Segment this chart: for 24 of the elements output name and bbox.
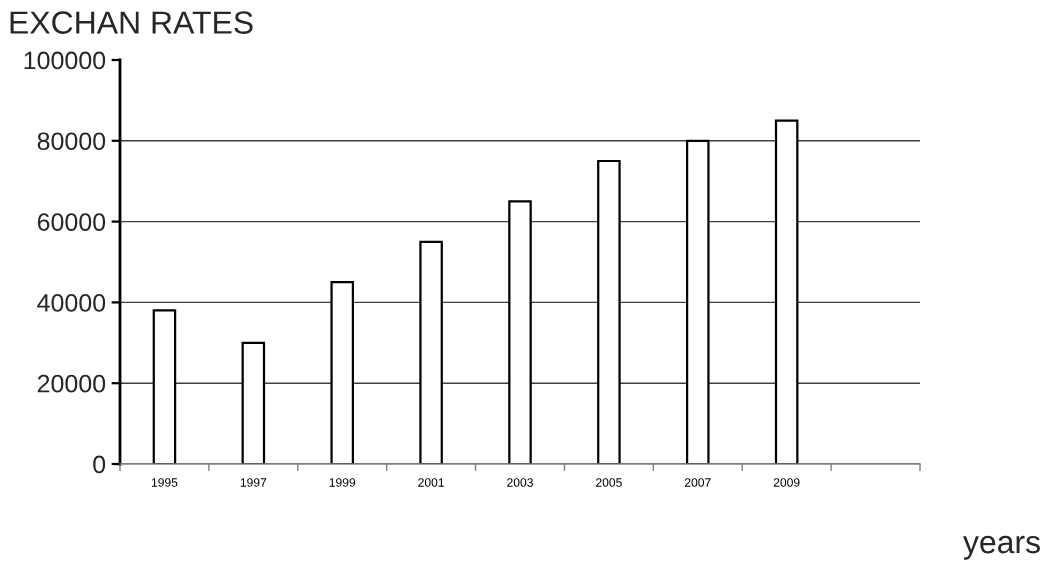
y-tick-label: 20000 (37, 374, 106, 393)
x-axis-title: years (963, 535, 1040, 560)
x-tick-label: 2001 (418, 478, 444, 487)
bar (686, 139, 710, 464)
bar (774, 119, 799, 464)
y-tick-label: 60000 (37, 213, 106, 231)
x-tick-label: 1995 (151, 478, 178, 487)
bar (597, 159, 621, 464)
y-tick-label: 40000 (37, 294, 106, 312)
y-tick-label: 0 (93, 455, 106, 474)
x-tick-label: 2005 (596, 478, 622, 487)
bar (508, 200, 532, 464)
bar (330, 281, 354, 464)
x-tick-label: 2009 (773, 478, 800, 487)
bar (419, 240, 443, 464)
y-tick-label: 100000 (24, 51, 106, 70)
bar (241, 341, 266, 464)
x-tick-label: 1999 (329, 478, 356, 487)
y-tick-label: 80000 (37, 132, 106, 151)
x-tick-label: 2007 (684, 478, 711, 487)
x-tick-label: 2003 (507, 478, 533, 487)
x-tick-label: 1997 (240, 478, 267, 487)
chart-title: EXCHAN RATES (10, 11, 253, 34)
bar (152, 309, 177, 464)
